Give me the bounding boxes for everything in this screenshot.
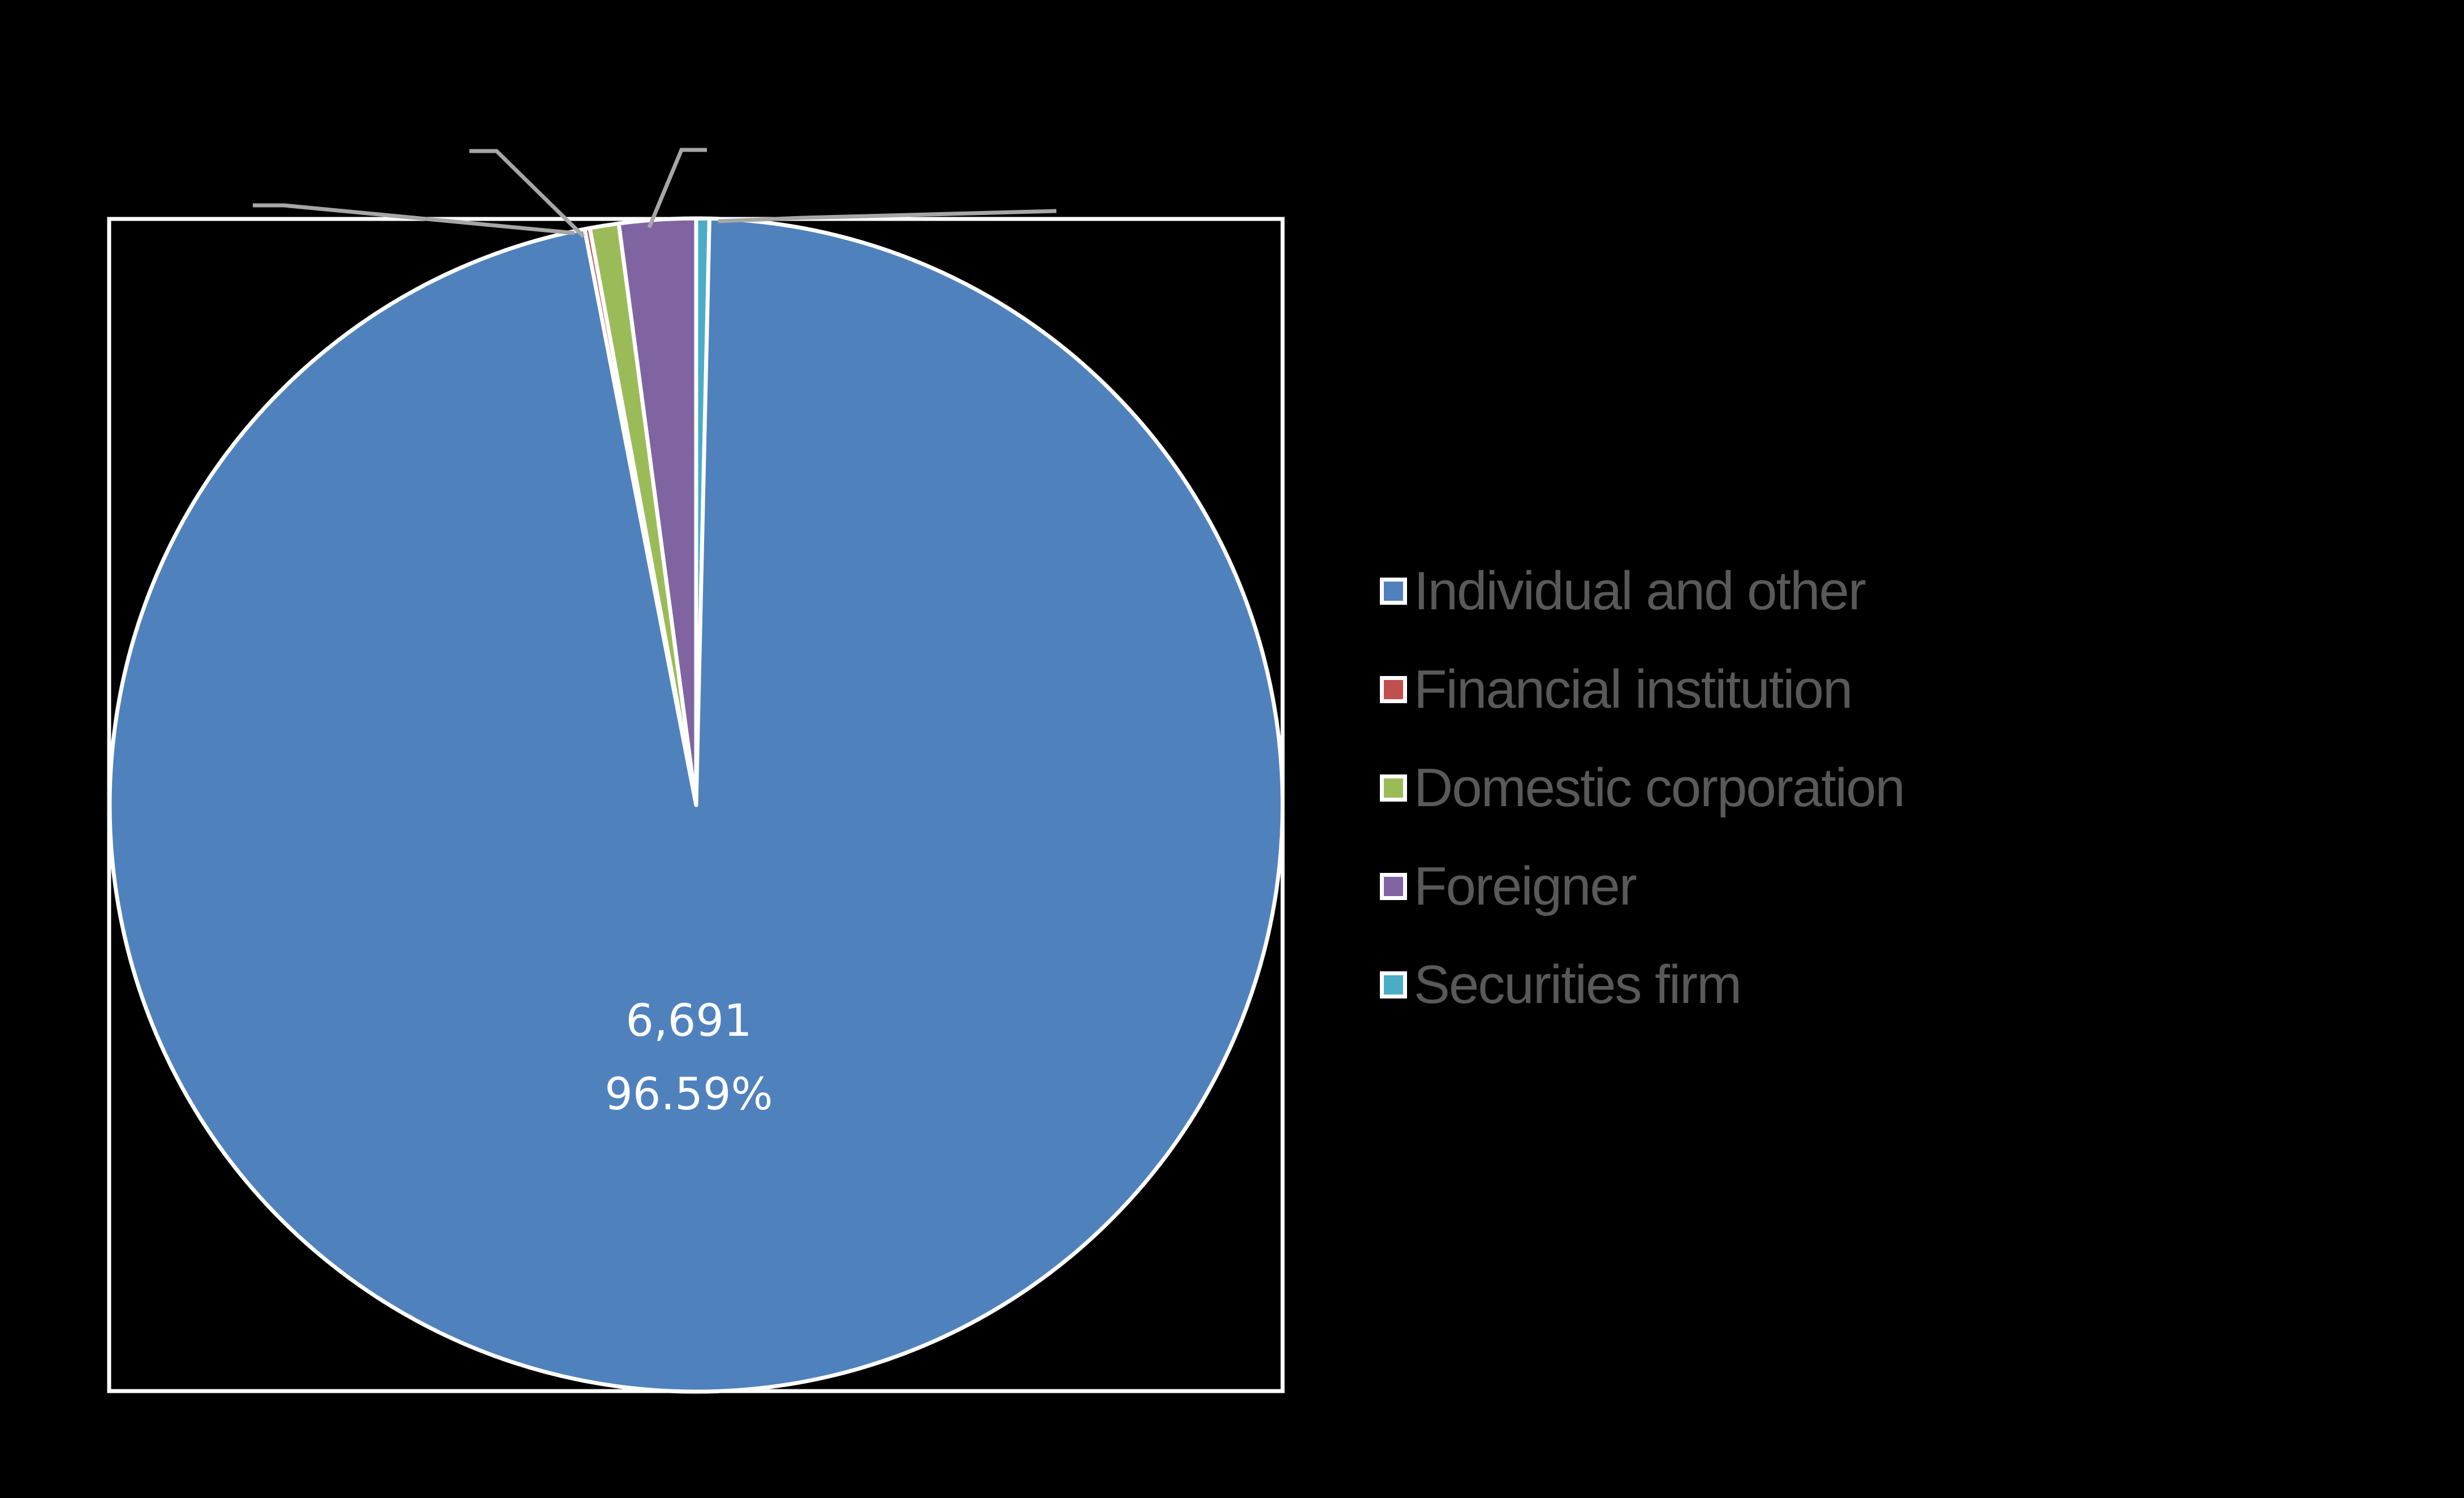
pie-slices [107,216,1285,1394]
leader-line-foreigner [647,148,707,229]
legend-swatch-icon [1380,578,1407,605]
legend-label: Domestic corporation [1414,757,1905,818]
legend-item-individual-and-other[interactable]: Individual and other [1380,542,1904,640]
legend-swatch-icon [1380,676,1407,703]
legend-label: Financial institution [1414,659,1853,720]
data-label-value: 6,691 [625,996,752,1047]
data-label-individual-and-other: 6,691 96.59% [547,984,830,1131]
legend-item-financial-institution[interactable]: Financial institution [1380,640,1904,739]
leader-line-domestic-corporation [469,149,585,238]
pie-slice-foreigner [616,216,698,807]
legend-swatch-icon [1380,873,1407,900]
legend-label: Securities firm [1414,954,1742,1015]
legend-item-domestic-corporation[interactable]: Domestic corporation [1380,739,1905,837]
leader-line-securities-firm [718,209,1057,223]
data-label-percent: 96.59% [605,1069,773,1120]
legend-label: Foreigner [1414,856,1637,916]
legend-swatch-icon [1380,774,1407,802]
leader-line-financial-institution [253,203,575,235]
legend: Individual and other Financial instituti… [1380,542,1905,1034]
leader-lines [253,148,1057,238]
legend-item-foreigner[interactable]: Foreigner [1380,837,1904,936]
legend-swatch-icon [1380,971,1407,998]
legend-item-securities-firm[interactable]: Securities firm [1380,936,1904,1034]
legend-label: Individual and other [1414,561,1866,621]
